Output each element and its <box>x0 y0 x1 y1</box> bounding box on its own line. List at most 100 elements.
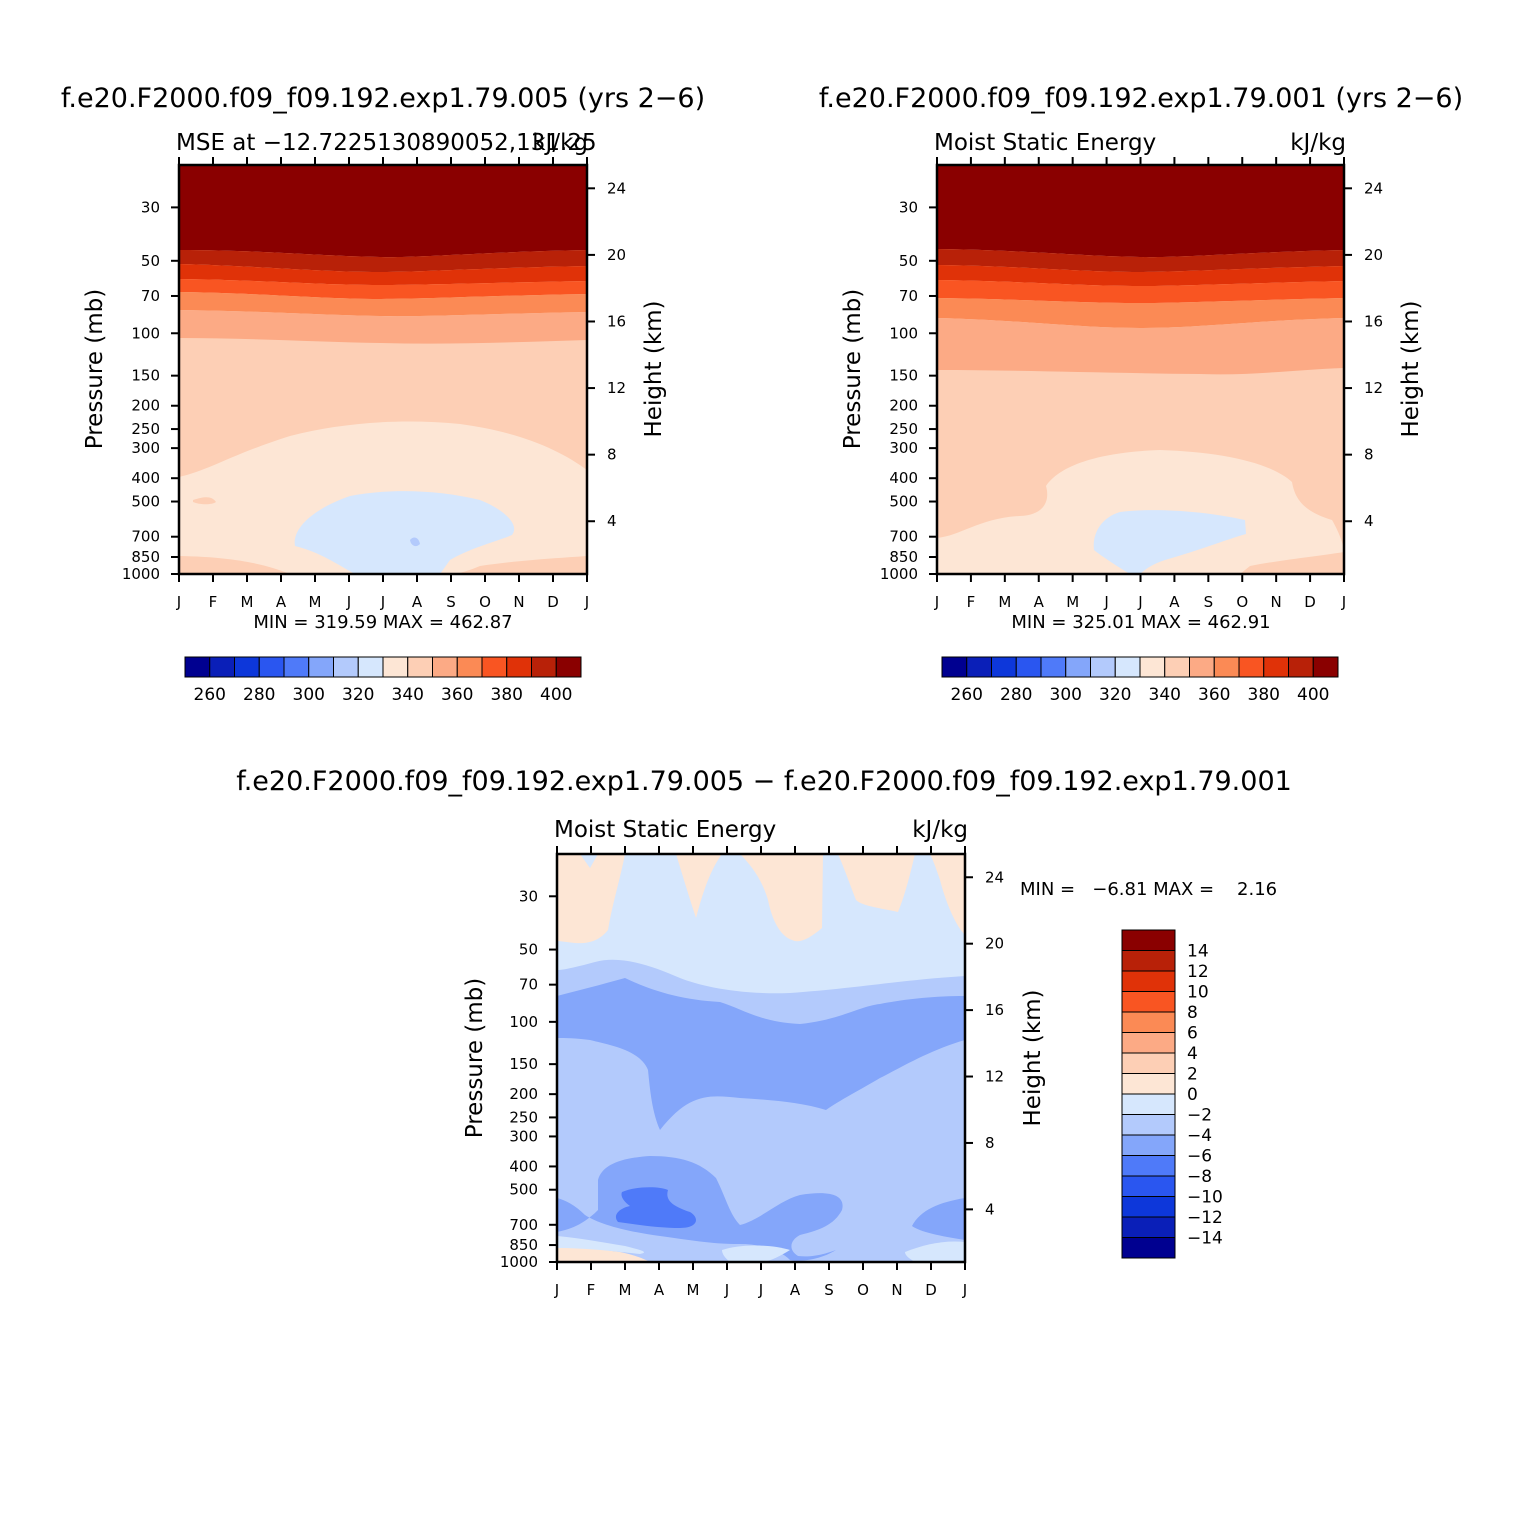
colorbar-box <box>1090 656 1116 678</box>
y-tick-label: 70 <box>141 287 160 305</box>
x-tick-label: M <box>998 593 1011 611</box>
colorbar-label: 320 <box>1099 685 1131 705</box>
y2-tick-label: 16 <box>607 312 626 330</box>
x-tick-label: J <box>962 1281 967 1299</box>
colorbar-label: 280 <box>243 685 275 705</box>
colorbar-box <box>234 656 260 678</box>
colorbar-label: 2 <box>1187 1065 1198 1085</box>
colorbar-box <box>941 656 968 678</box>
y-tick-label: 850 <box>509 1236 538 1254</box>
y-tick-label: 250 <box>131 420 160 438</box>
colorbar-label: 280 <box>1000 685 1032 705</box>
colorbar-box <box>1288 656 1314 678</box>
panel-units: kJ/kg <box>912 817 968 843</box>
colorbar-box <box>184 656 211 678</box>
y-tick-label: 100 <box>509 1013 538 1031</box>
x-tick-label: M <box>1066 593 1079 611</box>
colorbar-box <box>1121 1093 1176 1115</box>
x-tick-label: M <box>687 1281 700 1299</box>
contour-fill-320 <box>294 491 515 574</box>
y-tick-label: 400 <box>889 469 918 487</box>
y2-tick-label: 12 <box>985 1068 1004 1086</box>
x-tick-label: F <box>587 1281 596 1299</box>
colorbar-box <box>1114 656 1141 678</box>
y-axis-label: Pressure (mb) <box>82 289 108 449</box>
y-tick-label: 30 <box>519 887 538 905</box>
y2-tick-label: 12 <box>607 379 626 397</box>
colorbar-label: 0 <box>1187 1085 1198 1105</box>
x-tick-label: A <box>790 1281 801 1299</box>
y2-tick-label: 12 <box>1364 379 1383 397</box>
panel-units: kJ/kg <box>1290 130 1346 156</box>
y-tick-label: 200 <box>889 397 918 415</box>
y2-tick-label: 24 <box>985 868 1004 886</box>
colorbar-box <box>333 656 359 678</box>
contour-fill-0-minus2 <box>905 1241 965 1262</box>
colorbar-label: 340 <box>392 685 424 705</box>
x-tick-label: J <box>554 1281 559 1299</box>
colorbar-box <box>1040 656 1067 678</box>
contour-fill-2-0 <box>740 854 823 942</box>
colorbar-label: 8 <box>1187 1003 1198 1023</box>
y2-tick-label: 4 <box>1364 512 1374 530</box>
contour-fill-380 <box>179 264 587 285</box>
contour-fill-350 <box>179 310 587 344</box>
contour-fill-380 <box>937 265 1344 286</box>
colorbar-box <box>991 656 1017 678</box>
contour-fill-370 <box>179 279 587 299</box>
panel-top-right: f.e20.F2000.f09_f09.192.exp1.79.001 (yrs… <box>819 83 1463 705</box>
y-tick-label: 30 <box>899 198 918 216</box>
y-tick-label: 1000 <box>880 565 918 583</box>
panel-title: f.e20.F2000.f09_f09.192.exp1.79.005 (yrs… <box>61 83 705 114</box>
y2-tick-label: 8 <box>985 1134 995 1152</box>
contour-field <box>937 165 1344 574</box>
contour-fill-390 <box>179 250 587 272</box>
y-tick-label: 200 <box>509 1085 538 1103</box>
x-tick-label: D <box>547 593 559 611</box>
colorbar-label: 260 <box>194 685 226 705</box>
x-tick-label: O <box>857 1281 869 1299</box>
x-tick-label: D <box>1304 593 1316 611</box>
colorbar-box <box>506 656 532 678</box>
y-tick-label: 500 <box>131 493 160 511</box>
colorbar-box <box>1121 1011 1176 1033</box>
y-tick-label: 30 <box>141 198 160 216</box>
y-tick-label: 400 <box>509 1157 538 1175</box>
colorbar-box <box>1312 656 1339 678</box>
colorbar-box <box>308 656 334 678</box>
colorbar-label: 300 <box>293 685 325 705</box>
colorbar-box <box>1121 1052 1176 1074</box>
x-tick-label: A <box>654 1281 665 1299</box>
colorbar-box <box>1121 1216 1176 1238</box>
contour-fill-2-0 <box>557 854 625 944</box>
y2-tick-label: 24 <box>607 179 626 197</box>
y-axis-label: Pressure (mb) <box>840 289 866 449</box>
x-tick-label: J <box>1137 593 1142 611</box>
colorbar-box <box>1121 929 1176 951</box>
panel-title: f.e20.F2000.f09_f09.192.exp1.79.005 − f.… <box>236 766 1292 797</box>
y-tick-label: 200 <box>131 397 160 415</box>
y2-tick-label: 20 <box>1364 246 1383 264</box>
contour-fill-2-0 <box>838 854 915 912</box>
colorbar-label: −6 <box>1187 1147 1212 1167</box>
y2-tick-label: 20 <box>607 246 626 264</box>
contour-fill-400 <box>179 165 587 258</box>
colorbar-label: 12 <box>1187 962 1209 982</box>
y2-axis-label: Height (km) <box>1398 300 1424 437</box>
y-tick-label: 700 <box>131 528 160 546</box>
colorbar-box <box>1121 1073 1176 1095</box>
contour-field <box>557 854 965 1262</box>
x-tick-label: A <box>1034 593 1045 611</box>
colorbar-box <box>407 656 433 678</box>
colorbar-box <box>1189 656 1215 678</box>
x-tick-label: M <box>309 593 322 611</box>
colorbar-box <box>531 656 557 678</box>
colorbar-box <box>1238 656 1265 678</box>
y-tick-label: 500 <box>889 493 918 511</box>
y-tick-label: 250 <box>509 1108 538 1126</box>
x-tick-label: O <box>1236 593 1248 611</box>
colorbar-box <box>1121 1032 1176 1054</box>
